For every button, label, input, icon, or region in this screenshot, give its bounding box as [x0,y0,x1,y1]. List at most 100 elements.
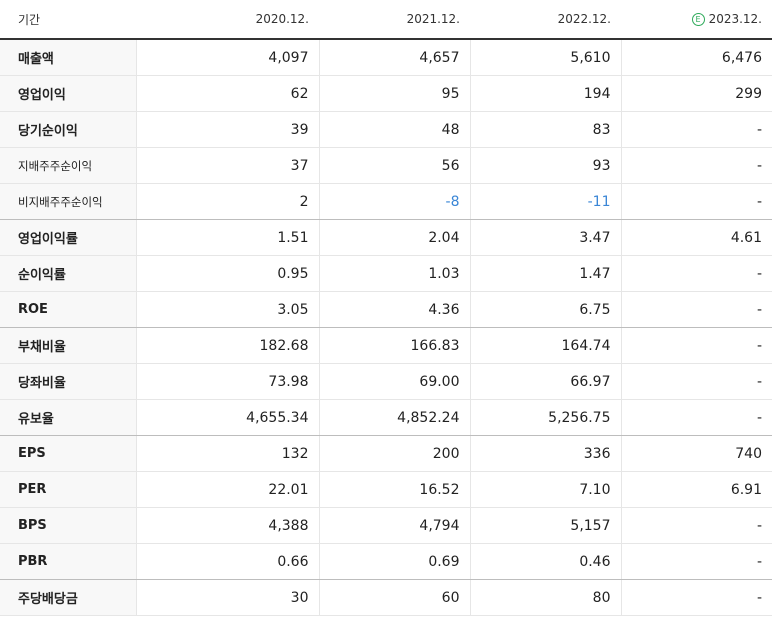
row-label: 영업이익률 [0,219,136,256]
value-cell: 194 [469,75,621,112]
period-header: 기간 [0,0,136,40]
table-row: 부채비율 182.68 166.83 164.74- [0,327,772,364]
table-row: EPS 132 200 336 740 [0,435,772,472]
value-cell: -8 [318,183,470,220]
value-cell: 5,610 [469,39,621,76]
value-cell: 56 [318,147,470,184]
table-row: BPS 4,388 4,794 5,157- [0,507,772,544]
value-cell: 3.47 [469,219,621,256]
value-cell: - [620,579,772,616]
row-label: ROE [0,291,136,328]
value-cell: 4,388 [135,507,319,544]
value-cell: - [620,255,772,292]
row-label: 영업이익 [0,75,136,112]
value-cell: 37 [135,147,319,184]
row-label: 순이익률 [0,255,136,292]
value-cell: 7.10 [469,471,621,508]
value-cell: 1.47 [469,255,621,292]
value-cell: 39 [135,111,319,148]
estimate-badge-icon: E [691,13,705,26]
table-row: 영업이익률 1.51 2.04 3.47 4.61 [0,219,772,256]
value-cell: 80 [469,579,621,616]
table-row: 영업이익 62 95 194 299 [0,75,772,112]
value-cell: 4.36 [318,291,470,328]
table-row: 주당배당금 30 60 80- [0,579,772,616]
value-cell: 3.05 [135,291,319,328]
value-cell: 4,097 [135,39,319,76]
row-label: 당기순이익 [0,111,136,148]
row-label: 부채비율 [0,327,136,364]
value-cell: 0.66 [135,543,319,580]
value-cell: 200 [318,435,470,472]
value-cell: 2 [135,183,319,220]
value-cell: 299 [620,75,772,112]
value-cell: 22.01 [135,471,319,508]
value-cell: 4.61 [620,219,772,256]
value-cell: - [620,147,772,184]
value-cell: - [620,543,772,580]
value-cell: 164.74 [469,327,621,364]
row-label: PER [0,471,136,508]
row-label: 비지배주주순이익 [0,183,136,220]
year-label: 2023.12. [708,12,762,26]
year-header: 2021.12. [319,0,470,40]
value-cell: 4,657 [318,39,470,76]
row-label: PBR [0,543,136,580]
value-cell: 0.69 [318,543,470,580]
table-row: PER 22.01 16.52 7.10 6.91 [0,471,772,508]
value-cell: 93 [469,147,621,184]
row-label: 매출액 [0,39,136,76]
table-row: ROE 3.05 4.36 6.75- [0,291,772,328]
value-cell: 2.04 [318,219,470,256]
value-cell: -11 [469,183,621,220]
value-cell: 69.00 [318,363,470,400]
value-cell: 6.91 [620,471,772,508]
table-row: 당좌비율 73.98 69.00 66.97- [0,363,772,400]
value-cell: 95 [318,75,470,112]
table-row: 매출액 4,097 4,657 5,610 6,476 [0,39,772,76]
row-label: 당좌비율 [0,363,136,400]
table-row: 순이익률 0.95 1.03 1.47- [0,255,772,292]
row-label: EPS [0,435,136,472]
value-cell: 48 [318,111,470,148]
value-cell: 60 [318,579,470,616]
value-cell: 4,852.24 [318,399,470,436]
value-cell: 740 [620,435,772,472]
value-cell: 4,794 [318,507,470,544]
table-row: 지배주주순이익 37 56 93- [0,147,772,184]
value-cell: - [620,327,772,364]
year-header-estimate: E 2023.12. [621,0,772,40]
row-label: BPS [0,507,136,544]
header-row: 기간 2020.12. 2021.12. 2022.12. E 2023.12. [0,0,772,40]
value-cell: 6.75 [469,291,621,328]
value-cell: 73.98 [135,363,319,400]
value-cell: - [620,399,772,436]
row-label: 유보율 [0,399,136,436]
value-cell: 4,655.34 [135,399,319,436]
value-cell: - [620,291,772,328]
value-cell: 132 [135,435,319,472]
value-cell: 1.03 [318,255,470,292]
value-cell: 1.51 [135,219,319,256]
table-row: PBR 0.66 0.69 0.46- [0,543,772,580]
table-row: 유보율 4,655.34 4,852.24 5,256.75- [0,399,772,436]
value-cell: 0.46 [469,543,621,580]
value-cell: 336 [469,435,621,472]
value-cell: - [620,183,772,220]
year-header: 2022.12. [470,0,621,40]
value-cell: 62 [135,75,319,112]
value-cell: 16.52 [318,471,470,508]
row-label: 주당배당금 [0,579,136,616]
value-cell: 83 [469,111,621,148]
table-row: 당기순이익 39 48 83- [0,111,772,148]
value-cell: - [620,507,772,544]
value-cell: - [620,111,772,148]
table-row: 비지배주주순이익 2 -8 -11- [0,183,772,220]
value-cell: 166.83 [318,327,470,364]
value-cell: 5,256.75 [469,399,621,436]
value-cell: 182.68 [135,327,319,364]
year-header: 2020.12. [136,0,319,40]
value-cell: 66.97 [469,363,621,400]
value-cell: 30 [135,579,319,616]
